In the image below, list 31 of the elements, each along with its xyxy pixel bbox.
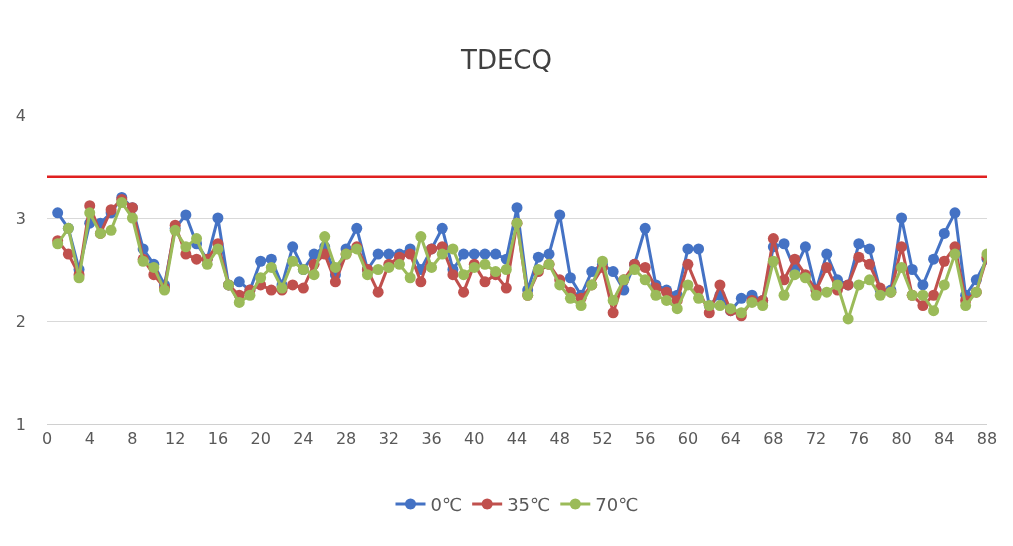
x-tick-label: 12 [165, 429, 186, 449]
x-tick-label: 64 [720, 429, 741, 449]
x-tick-label: 40 [464, 429, 485, 449]
legend-label: 0℃ [430, 494, 463, 516]
y-tick-label: 4 [15, 105, 26, 125]
x-tick-label: 8 [127, 429, 138, 449]
x-tick-label: 36 [421, 429, 442, 449]
legend-label: 70℃ [595, 494, 639, 516]
x-tick-label: 68 [763, 429, 784, 449]
x-tick-label: 44 [506, 429, 528, 449]
x-tick-label: 4 [84, 429, 95, 449]
x-tick-label: 28 [335, 429, 357, 449]
x-tick-label: 76 [848, 429, 869, 449]
x-tick-label: 24 [293, 429, 314, 449]
x-tick-label: 0 [41, 429, 53, 449]
x-tick-label: 84 [934, 429, 955, 449]
y-tick-label: 3 [15, 208, 26, 228]
y-tick-label: 1 [15, 414, 26, 434]
legend-label: 35℃ [507, 494, 551, 516]
x-tick-label: 60 [677, 429, 699, 449]
x-tick-label: 32 [378, 429, 399, 449]
x-tick-label: 80 [891, 429, 912, 449]
x-tick-label: 88 [976, 429, 998, 449]
x-tick-label: 16 [207, 429, 229, 449]
x-tick-label: 48 [549, 429, 570, 449]
x-tick-label: 20 [250, 429, 271, 449]
x-tick-label: 56 [635, 429, 656, 449]
x-tick-label: 52 [592, 429, 613, 449]
y-tick-label: 2 [15, 311, 26, 331]
x-tick-label: 72 [805, 429, 827, 449]
chart-title: TDECQ [460, 45, 552, 76]
